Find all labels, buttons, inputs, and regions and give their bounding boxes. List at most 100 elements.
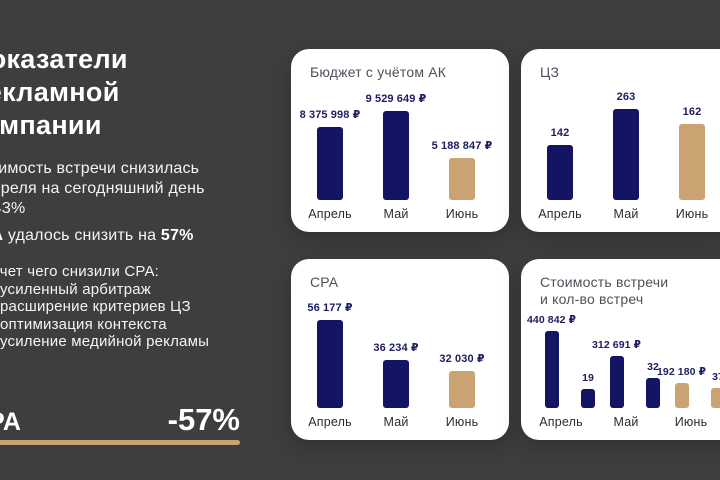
bar-value-label: 5 188 847 ₽ xyxy=(431,140,493,152)
card-cpa: CPA 56 177 ₽ Апрель 36 234 ₽ Май 32 030 ₽ Июн… xyxy=(291,259,509,440)
cpa-delta-value: -57% xyxy=(167,402,240,437)
bar-value-label: 192 180 ₽ xyxy=(656,366,707,378)
bar xyxy=(544,331,559,408)
bar xyxy=(383,360,409,408)
bar xyxy=(711,388,720,408)
bar-month-label: Июнь xyxy=(445,415,479,429)
bar-column: 312 691 ₽ xyxy=(592,339,641,408)
bar-group: 312 691 ₽ 32 Май xyxy=(592,339,661,429)
bar-column: 56 177 ₽ Апрель xyxy=(299,301,361,429)
bar-column: 8 375 998 ₽ Апрель xyxy=(299,108,361,221)
bar-value-label: 440 842 ₽ xyxy=(526,314,577,326)
bar-month-label: Май xyxy=(383,415,409,429)
cpa-summary-value: 57% xyxy=(160,227,194,244)
bar-value-label: 8 375 998 ₽ xyxy=(299,109,361,121)
cpa-summary-text: удалось снизить на xyxy=(3,227,161,244)
bar-month-label: Апрель xyxy=(308,207,352,221)
bar-column: 162 Июнь xyxy=(661,106,720,221)
card-title-line: и кол-во встреч xyxy=(540,291,644,307)
reasons-heading: За счет чего снизили CPA: xyxy=(0,263,160,280)
card-title: Бюджет с учётом АК xyxy=(310,64,447,80)
bar xyxy=(449,371,475,408)
bar-value-label: 56 177 ₽ xyxy=(307,302,353,314)
bar-group: 192 180 ₽ 37 Июнь xyxy=(657,366,720,429)
card-budget: Бюджет с учётом АК 8 375 998 ₽ Апрель 9 52… xyxy=(291,49,509,232)
list-item: расширение критериев ЦЗ xyxy=(0,298,191,315)
page-title: Показатели рекламной кампании xyxy=(0,43,272,142)
cpa-summary: CPA удалось снизить на 57% xyxy=(0,226,272,246)
bar xyxy=(383,111,409,200)
cpa-summary-bold: CPA xyxy=(0,227,3,244)
bar-month-label: Июнь xyxy=(445,207,479,221)
left-panel: Показатели рекламной кампании Стоимость … xyxy=(0,0,272,445)
card-cz: ЦЗ 142 Апрель 263 Май 162 Июнь xyxy=(521,49,720,232)
bar xyxy=(317,127,343,200)
bar-value-label: 162 xyxy=(682,106,702,118)
cpa-delta-row: CPA -57% xyxy=(0,403,240,437)
bar-column: 192 180 ₽ xyxy=(657,366,706,408)
bar-value-label: 37 xyxy=(712,371,720,383)
bar xyxy=(581,389,596,408)
bar-value-label: 263 xyxy=(616,91,636,103)
bar-month-label: Июнь xyxy=(674,415,708,429)
bar-month-label: Май xyxy=(613,415,639,429)
list-item: усиленный арбитраж xyxy=(0,280,152,298)
bar xyxy=(609,356,624,408)
bar-value-label: 142 xyxy=(550,127,570,139)
bar-value-label: 9 529 649 ₽ xyxy=(365,93,427,105)
budget-bar-chart: 8 375 998 ₽ Апрель 9 529 649 ₽ Май 5 188 847… xyxy=(299,92,493,221)
meetings-grouped-bar-chart: 440 842 ₽ 19 Апрель 312 691 ₽ 32 Май 192 180 ₽… xyxy=(527,314,720,429)
bar xyxy=(679,124,705,200)
bar-month-label: Май xyxy=(383,207,409,221)
reasons-list: усиленный арбитраж расширение критериев … xyxy=(0,281,272,351)
bar-month-label: Апрель xyxy=(538,207,582,221)
bar-column: 19 xyxy=(581,372,596,408)
bar-month-label: Апрель xyxy=(308,415,352,429)
bar xyxy=(613,109,639,200)
card-title-line: Стоимость встречи xyxy=(540,274,669,290)
bar-month-label: Апрель xyxy=(539,415,583,429)
accent-underline xyxy=(0,440,240,445)
cpa-bar-chart: 56 177 ₽ Апрель 36 234 ₽ Май 32 030 ₽ Июнь xyxy=(299,301,493,429)
intro-line: с апреля на сегодняшний день xyxy=(0,180,205,197)
card-title: CPA xyxy=(310,274,339,290)
bar-column: 32 xyxy=(646,361,661,408)
grouped-bars: 312 691 ₽ 32 xyxy=(592,339,661,408)
bar-column: 142 Апрель xyxy=(529,127,591,221)
bar-column: 32 030 ₽ Июнь xyxy=(431,352,493,429)
list-item: оптимизация контекста xyxy=(0,315,167,333)
page-title-line: Показатели xyxy=(0,44,128,74)
bar-value-label: 312 691 ₽ xyxy=(591,339,642,351)
bar xyxy=(317,320,343,408)
bar-value-label: 32 030 ₽ xyxy=(439,353,485,365)
cpa-delta-label: CPA xyxy=(0,408,21,436)
bar xyxy=(646,378,661,408)
intro-paragraph: Стоимость встречи снизилась с апреля на … xyxy=(0,159,272,219)
card-meetings: Стоимость встречи и кол-во встреч 440 84… xyxy=(521,259,720,440)
bar-value-label: 32 xyxy=(647,361,659,373)
cpa-delta-footer: CPA -57% xyxy=(0,403,240,445)
bar-month-label: Май xyxy=(613,207,639,221)
bar-column: 5 188 847 ₽ Июнь xyxy=(431,139,493,221)
bar-column: 9 529 649 ₽ Май xyxy=(365,92,427,221)
page-title-line: кампании xyxy=(0,110,102,140)
bar-column: 263 Май xyxy=(595,91,657,221)
bar-group: 440 842 ₽ 19 Апрель xyxy=(527,314,596,429)
bar-column: 37 xyxy=(711,371,720,408)
bar-value-label: 19 xyxy=(582,372,594,384)
bar-column: 440 842 ₽ xyxy=(527,314,576,408)
bar-value-label: 36 234 ₽ xyxy=(373,342,419,354)
intro-line: Стоимость встречи снизилась xyxy=(0,160,200,177)
bar xyxy=(449,158,475,200)
card-title: Стоимость встречи и кол-во встреч xyxy=(540,274,668,308)
bar xyxy=(674,383,689,408)
grouped-bars: 440 842 ₽ 19 xyxy=(527,314,596,408)
list-item: усиление медийной рекламы xyxy=(0,333,210,350)
bar xyxy=(547,145,573,200)
grouped-bars: 192 180 ₽ 37 xyxy=(657,366,720,408)
intro-line: на 43% xyxy=(0,200,26,217)
card-title: ЦЗ xyxy=(540,64,560,80)
bar-column: 36 234 ₽ Май xyxy=(365,341,427,429)
page-title-line: рекламной xyxy=(0,77,120,107)
